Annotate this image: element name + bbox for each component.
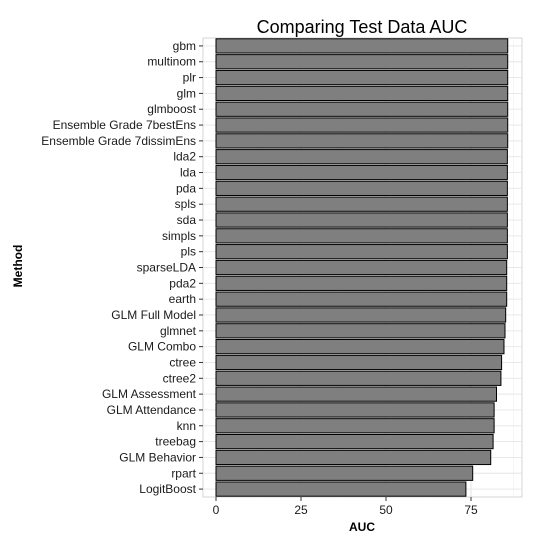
y-tick-label: ctree xyxy=(169,355,196,369)
y-tick-label: rpart xyxy=(171,466,196,480)
bar xyxy=(215,228,508,244)
y-tick-label: lda xyxy=(180,166,196,180)
bar xyxy=(215,481,467,497)
x-tick-label: 25 xyxy=(294,503,308,517)
y-tick-label: multinom xyxy=(147,55,196,69)
y-tick-label: plr xyxy=(183,71,196,85)
y-tick-label: Ensemble Grade 7bestEns xyxy=(53,118,196,132)
bar xyxy=(215,291,508,307)
bar xyxy=(215,370,502,386)
bar xyxy=(215,402,495,418)
y-tick-label: pda2 xyxy=(169,276,196,290)
bar xyxy=(215,164,508,181)
y-axis-title: Method xyxy=(11,245,25,288)
y-tick-label: GLM Assessment xyxy=(102,387,197,401)
bar xyxy=(215,418,495,434)
bar xyxy=(215,180,508,196)
bar xyxy=(215,149,508,165)
bar xyxy=(215,433,494,450)
y-tick-label: Ensemble Grade 7dissimEns xyxy=(41,134,196,148)
y-tick-label: lda2 xyxy=(173,150,196,164)
y-tick-label: simpls xyxy=(162,229,196,243)
bar xyxy=(215,196,508,212)
y-tick-label: glmnet xyxy=(160,324,197,338)
bar xyxy=(215,449,492,466)
bar xyxy=(215,85,509,102)
bar xyxy=(215,212,508,228)
x-axis-title: AUC xyxy=(349,520,375,534)
x-tick-label: 50 xyxy=(379,503,393,517)
y-tick-label: glm xyxy=(177,86,196,100)
bar xyxy=(215,69,509,86)
y-tick-label: GLM Combo xyxy=(128,340,196,354)
bar xyxy=(215,101,509,117)
bar xyxy=(215,354,503,371)
bar xyxy=(215,465,474,481)
y-tick-label: earth xyxy=(169,292,196,306)
bar xyxy=(215,275,508,291)
y-tick-label: treebag xyxy=(155,435,196,449)
y-tick-label: pda xyxy=(176,181,196,195)
y-tick-label: GLM Full Model xyxy=(111,308,196,322)
bar xyxy=(215,38,509,54)
y-tick-label: sda xyxy=(177,213,197,227)
y-tick-label: knn xyxy=(177,419,196,433)
bar xyxy=(215,323,506,339)
bar xyxy=(215,339,505,355)
y-tick-label: GLM Attendance xyxy=(107,403,197,417)
y-tick-label: gbm xyxy=(173,39,196,53)
bar xyxy=(215,133,509,149)
y-tick-label: ctree2 xyxy=(163,371,197,385)
bar xyxy=(215,244,508,260)
bar xyxy=(215,307,507,323)
bars xyxy=(215,38,509,497)
bar xyxy=(215,386,497,402)
y-tick-label: spls xyxy=(175,197,196,211)
bar xyxy=(215,117,509,133)
bar xyxy=(215,259,508,276)
x-tick-label: 75 xyxy=(464,503,478,517)
y-tick-label: sparseLDA xyxy=(137,261,196,275)
x-axis-ticks: 0 25 50 75 xyxy=(213,497,478,517)
x-tick-label: 0 xyxy=(213,503,220,517)
bar xyxy=(215,54,509,70)
y-tick-label: GLM Behavior xyxy=(119,450,196,464)
y-tick-label: pls xyxy=(181,245,196,259)
y-tick-label: LogitBoost xyxy=(139,482,196,496)
chart-title: Comparing Test Data AUC xyxy=(257,17,468,37)
y-tick-label: glmboost xyxy=(147,102,196,116)
